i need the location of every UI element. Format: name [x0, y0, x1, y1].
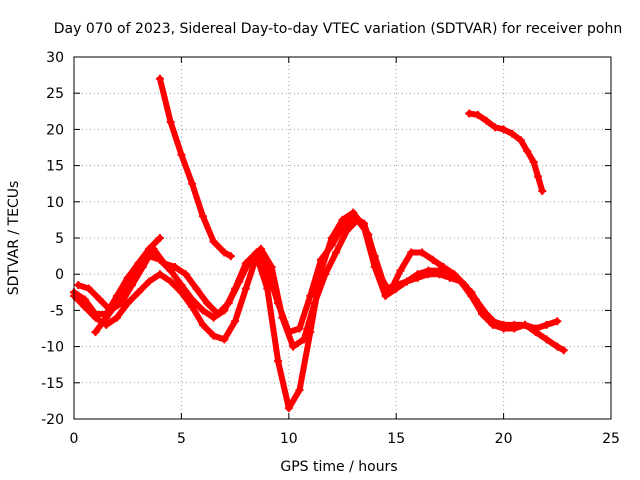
series-segment — [182, 271, 200, 292]
y-axis-label: SDTVAR / TECUs — [6, 181, 22, 296]
series-segment — [118, 282, 135, 307]
y-tick-label: 20 — [46, 122, 64, 138]
data-point — [155, 234, 164, 242]
series-segment — [275, 358, 292, 412]
series-segment — [365, 231, 383, 278]
series-segment — [189, 303, 206, 328]
axis-ticks: 0 5 10 15 20 25 -20 -15 -10 -5 0 5 10 15 20 25 30 — [41, 50, 620, 447]
series-segment — [232, 285, 249, 325]
series-segment — [296, 329, 314, 394]
series-segment — [264, 285, 282, 365]
series-segment — [354, 216, 372, 238]
series-segment — [113, 278, 131, 307]
series-segment — [311, 271, 329, 307]
series-segment — [167, 119, 185, 158]
series-segment — [461, 282, 479, 303]
series-arc-d — [91, 234, 164, 337]
data-point — [559, 346, 568, 355]
data-point — [226, 252, 235, 261]
series-segment — [386, 267, 404, 296]
data-point — [538, 186, 547, 195]
x-tick-label: 0 — [70, 431, 79, 447]
series-segment — [285, 387, 303, 412]
series-segment — [472, 296, 490, 318]
y-tick-label: -15 — [41, 376, 64, 392]
series-segment — [113, 300, 131, 321]
series-segment — [146, 235, 163, 252]
series-segment — [199, 213, 217, 245]
y-tick-label: 30 — [46, 50, 64, 66]
series-segment — [103, 300, 120, 321]
series-arc-c — [74, 215, 502, 351]
x-tick-label: 5 — [177, 431, 186, 447]
series-segment — [128, 263, 146, 289]
series-segment — [135, 245, 153, 267]
series-segment — [92, 314, 110, 336]
x-tick-label: 10 — [280, 431, 298, 447]
series-segment — [225, 278, 243, 307]
series-segment — [296, 292, 314, 332]
x-tick-label: 25 — [602, 431, 620, 447]
series-segment — [397, 249, 415, 274]
series-segment — [150, 245, 168, 267]
chart-title: Day 070 of 2023, Sidereal Day-to-day VTE… — [54, 21, 622, 37]
series-segment — [178, 282, 196, 303]
series-segment — [333, 227, 350, 256]
data-series — [70, 74, 568, 413]
series-segment — [268, 263, 286, 321]
y-tick-label: 25 — [46, 86, 64, 102]
series-segment — [236, 256, 254, 285]
series-segment — [178, 289, 196, 310]
series-segment — [178, 151, 196, 187]
series-segment — [257, 245, 275, 270]
y-tick-label: 10 — [46, 195, 64, 211]
x-tick-label: 15 — [387, 431, 405, 447]
y-tick-label: 15 — [46, 159, 64, 175]
data-point — [553, 317, 562, 326]
series-segment — [279, 314, 297, 350]
series-segment — [483, 311, 501, 328]
series-segment — [328, 224, 346, 249]
series-segment — [156, 75, 174, 126]
x-axis-label: GPS time / hours — [280, 459, 397, 475]
series-segment — [221, 318, 239, 343]
series-segment — [307, 256, 325, 299]
y-tick-label: -5 — [50, 303, 64, 319]
series-segment — [318, 235, 335, 274]
series-segment — [253, 253, 271, 292]
x-tick-label: 20 — [495, 431, 513, 447]
y-tick-label: -20 — [41, 412, 64, 428]
series-segment — [322, 249, 340, 278]
series-segment — [167, 267, 185, 289]
series-segment — [300, 300, 318, 343]
data-point — [493, 320, 502, 329]
series-segment — [139, 245, 157, 270]
y-tick-label: -10 — [41, 340, 64, 356]
y-tick-label: 5 — [55, 231, 64, 247]
series-segment — [124, 260, 142, 285]
series-segment — [328, 216, 346, 241]
series-segment — [242, 253, 260, 292]
series-arc-e — [155, 74, 235, 261]
series-segment — [193, 285, 211, 307]
series-segment — [189, 180, 206, 220]
plot-frame — [73, 56, 612, 420]
series-arc-f — [465, 109, 547, 195]
y-tick-label: 0 — [55, 267, 64, 283]
